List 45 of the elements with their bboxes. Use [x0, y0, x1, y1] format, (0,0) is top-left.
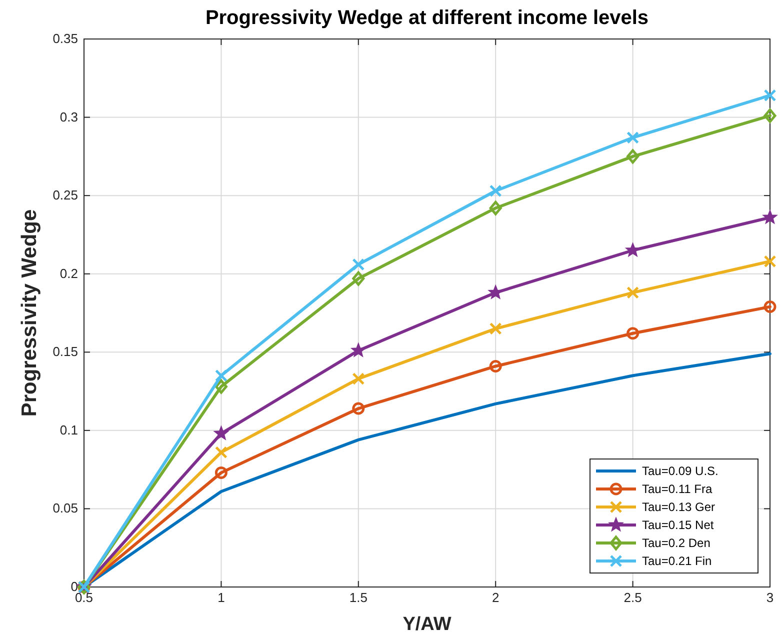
point	[626, 131, 640, 144]
point	[626, 286, 640, 299]
point	[351, 343, 366, 357]
point	[352, 271, 365, 286]
legend-label: Tau=0.11 Fra	[642, 482, 712, 496]
point	[352, 372, 365, 386]
y-tick-label: 0.2	[60, 266, 78, 281]
x-tick-label: 1	[218, 590, 225, 605]
point	[214, 446, 228, 459]
x-axis-title: Y/AW	[402, 614, 452, 635]
y-tick-label: 0.15	[52, 344, 78, 360]
legend-label: Tau=0.2 Den	[642, 536, 710, 550]
y-tick-label: 0.05	[52, 500, 78, 516]
point	[626, 149, 640, 164]
point	[764, 108, 776, 123]
point	[214, 369, 228, 382]
point	[764, 255, 776, 268]
x-tick-label: 1.5	[349, 590, 368, 605]
point	[626, 242, 640, 257]
point	[214, 426, 228, 440]
point	[762, 210, 778, 224]
point	[489, 184, 502, 198]
x-tick-label: 3	[766, 590, 774, 605]
legend-label: Tau=0.13 Ger	[642, 500, 716, 514]
point	[214, 466, 228, 479]
point	[489, 322, 502, 335]
y-tick-label: 0.1	[60, 422, 78, 438]
y-tick-label: 0.3	[60, 109, 78, 124]
legend-label: Tau=0.21 Fin	[642, 554, 712, 568]
point	[764, 300, 776, 313]
point	[626, 327, 640, 340]
point	[352, 402, 365, 415]
chart-title: Progressivity Wedge at different income levels	[205, 7, 649, 29]
legend-label: Tau=0.09 U.S.	[642, 464, 718, 478]
point	[214, 379, 228, 394]
x-tick-label: 2	[492, 590, 500, 605]
y-axis-title: Progressivity Wedge	[18, 209, 41, 417]
point	[489, 200, 502, 216]
legend-label: Tau=0.15 Net	[642, 518, 714, 532]
point	[352, 258, 365, 271]
point	[764, 89, 776, 102]
x-tick-label: 2.5	[624, 590, 642, 605]
point	[489, 360, 502, 372]
y-tick-label: 0.25	[52, 188, 78, 203]
y-tick-label: 0.35	[52, 31, 78, 46]
